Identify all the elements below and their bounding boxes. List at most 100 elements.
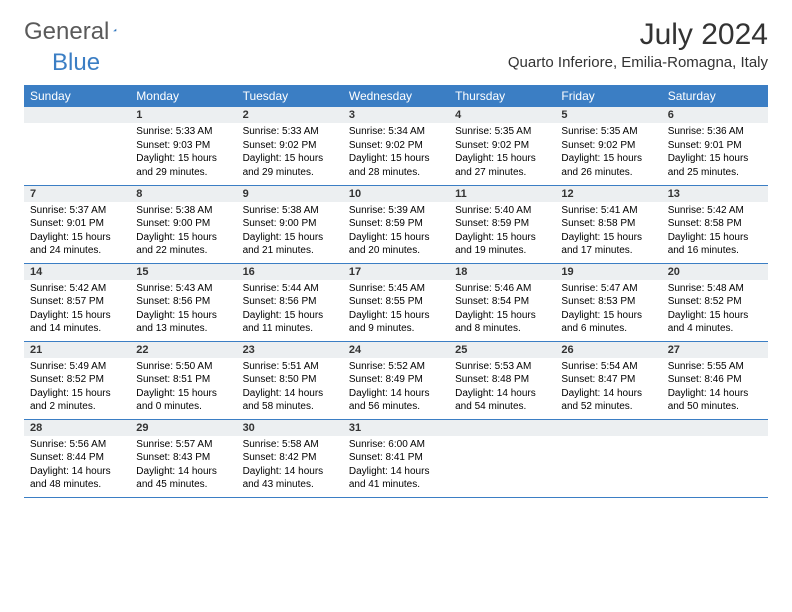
day-number: 12 [555, 186, 661, 202]
day-detail-line: Sunrise: 5:56 AM [30, 438, 124, 452]
day-detail-line: Sunrise: 5:39 AM [349, 204, 443, 218]
day-details [662, 436, 768, 442]
day-details: Sunrise: 5:48 AMSunset: 8:52 PMDaylight:… [662, 280, 768, 340]
day-detail-line: Sunset: 9:03 PM [136, 139, 230, 153]
calendar-day-cell [662, 419, 768, 497]
day-detail-line: Sunset: 8:48 PM [455, 373, 549, 387]
calendar-day-cell: 31Sunrise: 6:00 AMSunset: 8:41 PMDayligh… [343, 419, 449, 497]
day-detail-line: Sunset: 9:02 PM [455, 139, 549, 153]
day-number: 30 [237, 420, 343, 436]
day-detail-line: Sunset: 8:41 PM [349, 451, 443, 465]
calendar-week-row: 28Sunrise: 5:56 AMSunset: 8:44 PMDayligh… [24, 419, 768, 497]
day-detail-line: Sunrise: 5:52 AM [349, 360, 443, 374]
day-number [662, 420, 768, 436]
day-detail-line: Daylight: 15 hours and 29 minutes. [136, 152, 230, 179]
day-number: 20 [662, 264, 768, 280]
logo-triangle-icon [113, 19, 117, 41]
day-number: 26 [555, 342, 661, 358]
day-number: 3 [343, 107, 449, 123]
calendar-day-cell: 22Sunrise: 5:50 AMSunset: 8:51 PMDayligh… [130, 341, 236, 419]
calendar-day-cell: 27Sunrise: 5:55 AMSunset: 8:46 PMDayligh… [662, 341, 768, 419]
day-number: 11 [449, 186, 555, 202]
day-number: 21 [24, 342, 130, 358]
day-detail-line: Sunrise: 5:34 AM [349, 125, 443, 139]
calendar-day-cell: 11Sunrise: 5:40 AMSunset: 8:59 PMDayligh… [449, 185, 555, 263]
day-number: 7 [24, 186, 130, 202]
day-detail-line: Daylight: 15 hours and 16 minutes. [668, 231, 762, 258]
day-detail-line: Daylight: 15 hours and 21 minutes. [243, 231, 337, 258]
day-details: Sunrise: 5:35 AMSunset: 9:02 PMDaylight:… [449, 123, 555, 183]
day-detail-line: Sunset: 8:52 PM [30, 373, 124, 387]
calendar-week-row: 7Sunrise: 5:37 AMSunset: 9:01 PMDaylight… [24, 185, 768, 263]
day-detail-line: Daylight: 14 hours and 56 minutes. [349, 387, 443, 414]
calendar-week-row: 1Sunrise: 5:33 AMSunset: 9:03 PMDaylight… [24, 107, 768, 185]
weekday-header: Wednesday [343, 85, 449, 107]
day-detail-line: Sunrise: 5:45 AM [349, 282, 443, 296]
day-details: Sunrise: 5:56 AMSunset: 8:44 PMDaylight:… [24, 436, 130, 496]
day-detail-line: Sunset: 8:59 PM [349, 217, 443, 231]
day-detail-line: Daylight: 15 hours and 17 minutes. [561, 231, 655, 258]
day-number: 10 [343, 186, 449, 202]
day-detail-line: Sunset: 8:53 PM [561, 295, 655, 309]
day-detail-line: Daylight: 14 hours and 58 minutes. [243, 387, 337, 414]
logo: General [24, 18, 137, 46]
day-number [555, 420, 661, 436]
day-detail-line: Sunset: 8:55 PM [349, 295, 443, 309]
calendar-day-cell: 30Sunrise: 5:58 AMSunset: 8:42 PMDayligh… [237, 419, 343, 497]
day-number: 14 [24, 264, 130, 280]
day-number: 15 [130, 264, 236, 280]
day-details: Sunrise: 5:53 AMSunset: 8:48 PMDaylight:… [449, 358, 555, 418]
calendar-week-row: 14Sunrise: 5:42 AMSunset: 8:57 PMDayligh… [24, 263, 768, 341]
calendar-day-cell: 26Sunrise: 5:54 AMSunset: 8:47 PMDayligh… [555, 341, 661, 419]
day-details: Sunrise: 5:51 AMSunset: 8:50 PMDaylight:… [237, 358, 343, 418]
day-number: 18 [449, 264, 555, 280]
day-detail-line: Sunrise: 5:58 AM [243, 438, 337, 452]
day-detail-line: Sunrise: 5:57 AM [136, 438, 230, 452]
calendar-day-cell: 8Sunrise: 5:38 AMSunset: 9:00 PMDaylight… [130, 185, 236, 263]
day-detail-line: Sunset: 9:01 PM [668, 139, 762, 153]
day-detail-line: Sunset: 9:02 PM [561, 139, 655, 153]
day-detail-line: Sunrise: 5:33 AM [136, 125, 230, 139]
day-detail-line: Daylight: 14 hours and 48 minutes. [30, 465, 124, 492]
calendar-day-cell: 19Sunrise: 5:47 AMSunset: 8:53 PMDayligh… [555, 263, 661, 341]
day-detail-line: Daylight: 14 hours and 54 minutes. [455, 387, 549, 414]
day-detail-line: Daylight: 15 hours and 27 minutes. [455, 152, 549, 179]
day-number: 31 [343, 420, 449, 436]
logo-text-general: General [24, 18, 109, 46]
day-number: 17 [343, 264, 449, 280]
day-details: Sunrise: 5:33 AMSunset: 9:02 PMDaylight:… [237, 123, 343, 183]
day-detail-line: Sunset: 8:56 PM [243, 295, 337, 309]
day-detail-line: Daylight: 15 hours and 28 minutes. [349, 152, 443, 179]
day-detail-line: Daylight: 14 hours and 52 minutes. [561, 387, 655, 414]
day-number: 13 [662, 186, 768, 202]
day-number: 28 [24, 420, 130, 436]
title-block: July 2024 Quarto Inferiore, Emilia-Romag… [508, 18, 768, 71]
calendar-day-cell: 14Sunrise: 5:42 AMSunset: 8:57 PMDayligh… [24, 263, 130, 341]
day-detail-line: Sunrise: 5:36 AM [668, 125, 762, 139]
day-details: Sunrise: 5:55 AMSunset: 8:46 PMDaylight:… [662, 358, 768, 418]
day-details: Sunrise: 5:50 AMSunset: 8:51 PMDaylight:… [130, 358, 236, 418]
calendar-week-row: 21Sunrise: 5:49 AMSunset: 8:52 PMDayligh… [24, 341, 768, 419]
day-detail-line: Daylight: 14 hours and 50 minutes. [668, 387, 762, 414]
day-details: Sunrise: 5:45 AMSunset: 8:55 PMDaylight:… [343, 280, 449, 340]
calendar-body: 1Sunrise: 5:33 AMSunset: 9:03 PMDaylight… [24, 107, 768, 497]
day-number: 5 [555, 107, 661, 123]
weekday-header: Tuesday [237, 85, 343, 107]
day-detail-line: Daylight: 15 hours and 20 minutes. [349, 231, 443, 258]
day-detail-line: Sunrise: 5:47 AM [561, 282, 655, 296]
day-detail-line: Sunset: 8:54 PM [455, 295, 549, 309]
day-detail-line: Sunrise: 5:40 AM [455, 204, 549, 218]
day-detail-line: Sunrise: 5:43 AM [136, 282, 230, 296]
day-details: Sunrise: 5:33 AMSunset: 9:03 PMDaylight:… [130, 123, 236, 183]
calendar-day-cell: 16Sunrise: 5:44 AMSunset: 8:56 PMDayligh… [237, 263, 343, 341]
day-number: 2 [237, 107, 343, 123]
day-detail-line: Sunrise: 5:42 AM [668, 204, 762, 218]
day-detail-line: Daylight: 15 hours and 13 minutes. [136, 309, 230, 336]
day-number: 29 [130, 420, 236, 436]
day-detail-line: Sunset: 8:42 PM [243, 451, 337, 465]
day-detail-line: Sunrise: 5:35 AM [455, 125, 549, 139]
day-detail-line: Daylight: 15 hours and 26 minutes. [561, 152, 655, 179]
day-detail-line: Sunset: 8:57 PM [30, 295, 124, 309]
day-number: 27 [662, 342, 768, 358]
day-number: 6 [662, 107, 768, 123]
